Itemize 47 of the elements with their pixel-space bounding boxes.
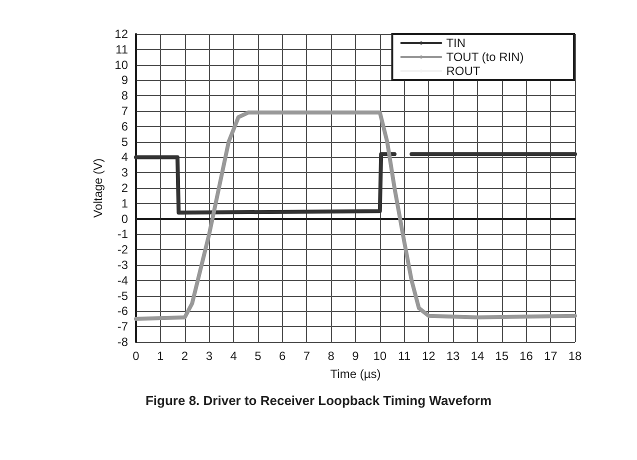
y-tick-label: 6 — [121, 119, 128, 134]
x-tick-label: 15 — [495, 349, 509, 363]
x-axis-title: Time (µs) — [330, 367, 381, 381]
x-tick-label: 1 — [157, 349, 164, 363]
x-tick-label: 4 — [230, 349, 238, 363]
x-tick-label: 5 — [254, 349, 262, 363]
x-tick-label: 14 — [470, 349, 484, 363]
y-tick-label: -5 — [117, 288, 128, 303]
y-tick-label: -6 — [117, 304, 128, 318]
y-tick-label: -2 — [117, 242, 128, 257]
x-tick-label: 10 — [373, 349, 387, 363]
y-tick-label: 4 — [121, 150, 128, 164]
y-tick-label: -3 — [117, 258, 128, 272]
y-tick-label: 2 — [121, 181, 128, 195]
legend-label: TOUT (to RIN) — [446, 50, 524, 64]
x-tick-label: 2 — [181, 349, 188, 363]
x-tick-label: 12 — [422, 349, 436, 363]
y-tick-label: -7 — [117, 320, 128, 334]
line-series — [134, 110, 577, 321]
x-tick-label: 0 — [132, 349, 140, 363]
x-tick-label: 8 — [328, 349, 335, 363]
x-tick-label: 7 — [303, 349, 310, 363]
x-tick-label: 3 — [206, 349, 213, 363]
x-tick-label: 9 — [352, 349, 360, 363]
x-tick-label: 18 — [568, 349, 582, 363]
y-tick-label: 10 — [114, 58, 128, 72]
y-tick-label: 0 — [121, 212, 128, 226]
y-tick-label: 11 — [116, 42, 128, 56]
x-tick-label: 13 — [446, 349, 460, 363]
y-tick-label: 12 — [114, 27, 128, 41]
x-tick-label: 17 — [544, 349, 558, 363]
legend-label: ROUT — [446, 64, 481, 78]
x-tick-label: 11 — [398, 349, 411, 363]
y-tick-label: -1 — [117, 227, 128, 242]
y-tick-label: 3 — [121, 166, 128, 180]
y-tick-label: -8 — [117, 335, 128, 349]
y-tick-label: 1 — [121, 196, 128, 210]
y-tick-label: 7 — [121, 104, 128, 118]
x-tick-label: 6 — [278, 349, 286, 363]
legend-label: TIN — [446, 36, 466, 50]
y-tick-label: 9 — [121, 73, 128, 88]
x-tick-label: 16 — [520, 349, 534, 363]
text: Figure 8. Driver to Receiver Loopback Timing Waveform — [145, 393, 492, 408]
y-tick-label: 5 — [121, 134, 128, 149]
y-axis-title: Voltage (V) — [90, 158, 105, 218]
y-tick-label: -4 — [117, 273, 128, 288]
y-tick-label: 8 — [121, 88, 128, 103]
